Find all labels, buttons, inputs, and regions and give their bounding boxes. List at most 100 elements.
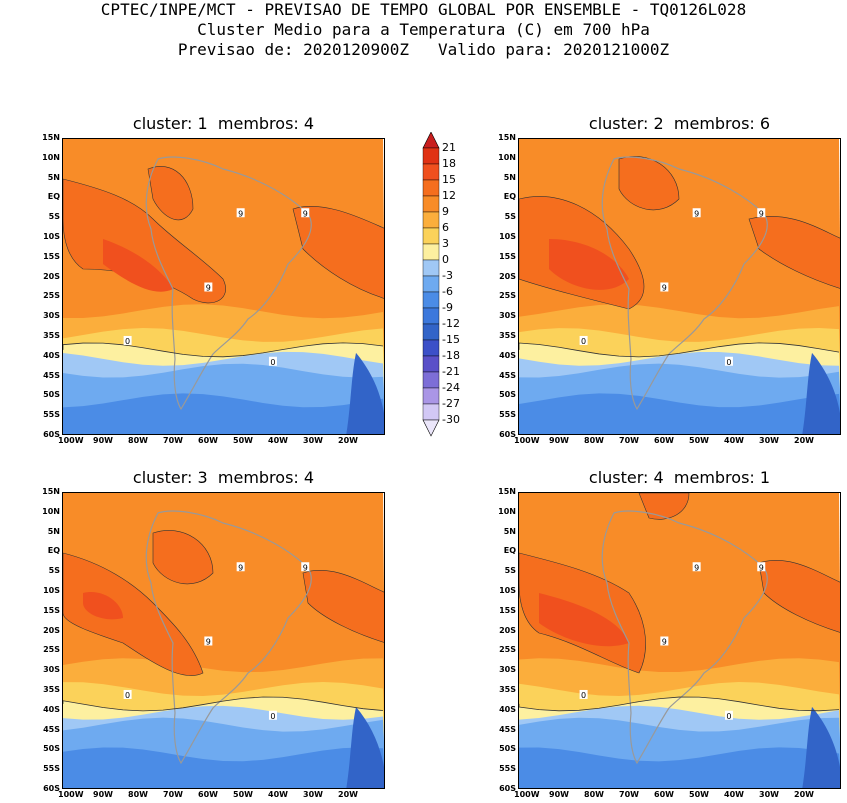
colorbar-segment: [422, 403, 440, 421]
lat-tick-label: 20S: [499, 271, 516, 281]
lat-tick-label: 60S: [43, 784, 60, 793]
contour-label: 9: [301, 208, 310, 218]
colorbar-top-arrow: [422, 132, 440, 149]
lat-tick-label: 45S: [43, 370, 60, 380]
colorbar-label: -9: [442, 301, 453, 314]
svg-text:9: 9: [206, 284, 211, 293]
map-panel-2: 0 0 9 9 9: [518, 138, 841, 435]
svg-text:0: 0: [581, 337, 586, 346]
lon-tick-label: 90W: [93, 790, 113, 799]
svg-text:0: 0: [581, 691, 586, 700]
colorbar-label: 12: [442, 189, 456, 202]
lat-tick-label: 35S: [499, 331, 516, 340]
contour-label: 9: [204, 636, 213, 647]
contour-label: 9: [757, 562, 766, 572]
lat-tick-label: 30S: [43, 311, 60, 321]
colorbar-segment: [422, 147, 440, 165]
colorbar-segment: [422, 195, 440, 213]
lat-tick-label: 40S: [499, 704, 516, 714]
lon-tick-label: 90W: [93, 436, 113, 445]
cold-region: [802, 352, 840, 434]
lat-tick-label: 15N: [498, 487, 516, 496]
colorbar-segment: [422, 323, 440, 341]
lon-tick-label: 60W: [654, 790, 674, 799]
map-panel-3: 0 0 9 9 9: [62, 492, 385, 789]
lat-tick-label: 20S: [499, 625, 516, 635]
lon-tick-label: 50W: [689, 436, 709, 445]
contour-region: [758, 559, 840, 633]
lat-tick-label: 20S: [43, 625, 60, 635]
temperature-band: [63, 393, 384, 434]
contour-region: [638, 493, 690, 520]
lon-tick-label: 40W: [268, 436, 288, 445]
contour-label: 0: [268, 356, 277, 367]
continent-outline: [601, 510, 768, 765]
colorbar-label: 3: [442, 237, 449, 250]
panel-title-3: cluster: 3 membros: 4: [132, 468, 315, 487]
lat-tick-label: 45S: [43, 724, 60, 734]
svg-text:9: 9: [694, 209, 699, 218]
zero-contour: [63, 696, 384, 712]
lat-tick-label: 15N: [498, 133, 516, 142]
lat-tick-label: EQ: [47, 192, 60, 202]
lon-tick-label: 70W: [163, 790, 183, 799]
lat-tick-label: 10S: [499, 586, 516, 595]
main-title-line1: CPTEC/INPE/MCT - PREVISAO DE TEMPO GLOBA…: [100, 0, 747, 19]
contour-label: 9: [204, 282, 213, 293]
colorbar-segment: [422, 291, 440, 309]
contour-label: 9: [757, 208, 766, 218]
cold-region: [346, 352, 384, 434]
lat-tick-label: 35S: [499, 685, 516, 694]
lon-tick-label: 80W: [128, 436, 148, 445]
zero-contour: [519, 342, 840, 358]
lon-tick-label: 30W: [759, 790, 779, 799]
lat-tick-label: 35S: [43, 685, 60, 694]
colorbar-label: -6: [442, 285, 453, 298]
colorbar-label: -30: [442, 413, 460, 426]
main-title-line2: Cluster Medio para a Temperatura (C) em …: [197, 20, 650, 39]
contour-label: 0: [724, 356, 733, 367]
lat-tick-label: 5N: [47, 172, 60, 182]
lat-tick-label: 10S: [43, 586, 60, 595]
lat-tick-label: 10N: [498, 152, 516, 162]
lat-tick-label: 5N: [503, 172, 516, 182]
lat-tick-label: 5S: [504, 212, 516, 222]
zero-contour: [63, 342, 384, 358]
lat-tick-label: EQ: [503, 546, 516, 556]
colorbar-segment: [422, 211, 440, 229]
lat-tick-label: 55S: [43, 410, 60, 420]
cold-region: [802, 706, 840, 788]
lon-tick-label: 80W: [128, 790, 148, 799]
temperature-band: [519, 393, 840, 434]
colorbar-label: 21: [442, 141, 456, 154]
warm-core: [83, 592, 123, 620]
colorbar-label: 9: [442, 205, 449, 218]
svg-text:9: 9: [238, 563, 243, 572]
lat-tick-label: 35S: [43, 331, 60, 340]
lon-tick-label: 100W: [58, 790, 84, 799]
lon-tick-label: 40W: [268, 790, 288, 799]
lat-tick-label: 60S: [499, 430, 516, 439]
contour-label: 0: [579, 689, 588, 700]
colorbar-label: -18: [442, 349, 460, 362]
contour-region: [152, 530, 214, 585]
lon-tick-label: 100W: [58, 436, 84, 445]
svg-text:9: 9: [759, 563, 764, 572]
lat-tick-label: 40S: [499, 350, 516, 360]
svg-text:9: 9: [662, 638, 667, 647]
contour-label: 9: [236, 208, 245, 218]
contour-region: [147, 166, 194, 221]
lon-tick-label: 20W: [794, 790, 814, 799]
lat-tick-label: 25S: [499, 291, 516, 301]
contour-label: 0: [579, 335, 588, 346]
contour-label: 0: [123, 689, 132, 700]
lon-tick-label: 100W: [514, 436, 540, 445]
temperature-band: [519, 747, 840, 788]
lat-tick-label: 50S: [499, 744, 516, 754]
lat-tick-label: 40S: [43, 704, 60, 714]
map-field: 0 0 9 9 9: [63, 493, 384, 788]
temperature-band: [63, 747, 384, 788]
lat-tick-label: 15S: [43, 605, 60, 615]
lon-tick-label: 80W: [584, 436, 604, 445]
map-field: 0 0 9 9 9: [519, 493, 840, 788]
